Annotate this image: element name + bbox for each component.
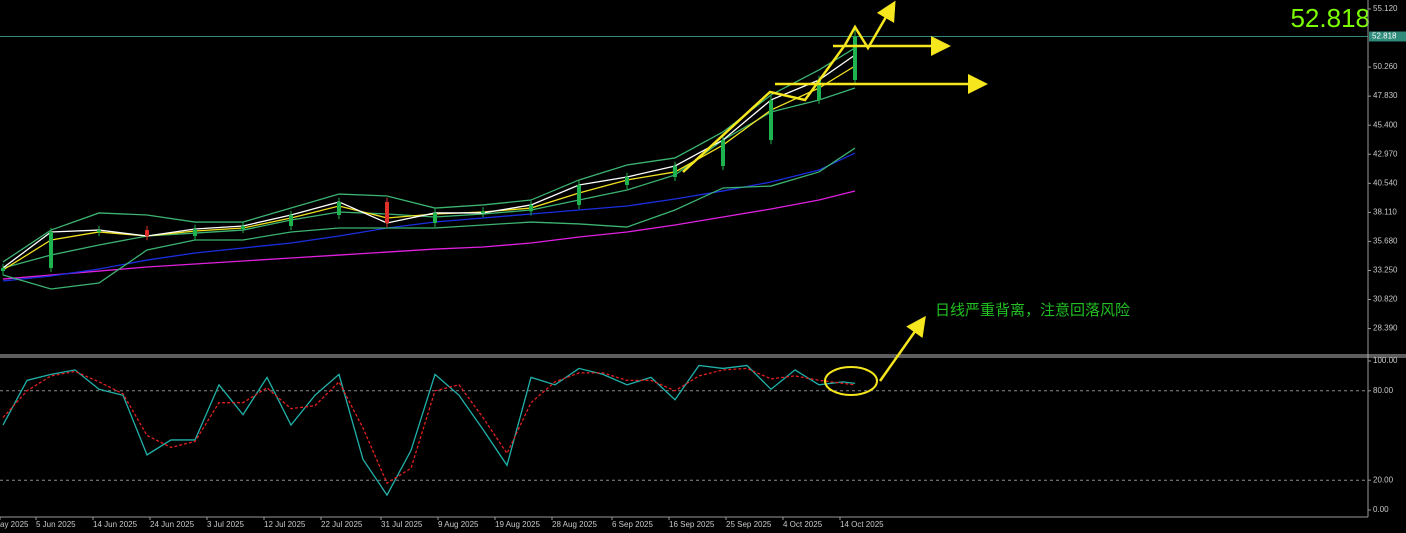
- x-tick-label: 4 Oct 2025: [783, 520, 823, 529]
- indicator-line: [2, 190, 856, 280]
- x-tick-label: 16 Sep 2025: [669, 520, 715, 529]
- indicator-line: [2, 54, 856, 269]
- candle-body: [145, 230, 149, 237]
- candle-body: [193, 228, 197, 237]
- candle-body: [433, 212, 437, 223]
- x-tick-label: 3 Jul 2025: [207, 520, 244, 529]
- y-tick-label: 42.970: [1373, 149, 1398, 158]
- x-tick-label: 6 Sep 2025: [612, 520, 653, 529]
- y-tick-label: 47.830: [1373, 91, 1398, 100]
- y-tick-label: 100.00: [1373, 356, 1398, 365]
- annotations: 日线严重背离，注意回落风险: [0, 0, 1406, 518]
- candle-body: [97, 230, 101, 232]
- candle-body: [673, 165, 677, 177]
- candle-body: [625, 176, 629, 185]
- indicator-line: [2, 364, 856, 497]
- y-tick-label: 33.250: [1373, 266, 1398, 275]
- annotation: 日线严重背离，注意回落风险: [935, 301, 1130, 319]
- candle-body: [817, 79, 821, 100]
- last-price-big: 52.818: [1290, 3, 1370, 33]
- y-tick-label: 20.00: [1373, 475, 1394, 484]
- last-price-label: 52.818: [1372, 32, 1397, 41]
- x-tick-label: 5 Jun 2025: [36, 520, 76, 529]
- x-tick-label: 31 Jul 2025: [381, 520, 423, 529]
- x-tick-label: 12 Jul 2025: [264, 520, 306, 529]
- y-tick-label: 38.110: [1373, 207, 1397, 216]
- y-tick-label: 35.680: [1373, 237, 1398, 246]
- highlight-ellipse: [824, 366, 878, 396]
- indicator-line: [2, 47, 856, 263]
- y-tick-label: 0.00: [1373, 505, 1389, 514]
- last-price-box: [1369, 31, 1406, 42]
- x-tick-label: 22 Jul 2025: [321, 520, 363, 529]
- y-tick-label: 30.820: [1373, 295, 1398, 304]
- y-tick-label: 80.00: [1373, 386, 1394, 395]
- candle-body: [1, 267, 5, 272]
- candle-body: [385, 201, 389, 223]
- x-tick-label: 24 Jun 2025: [150, 520, 195, 529]
- candle-body: [577, 184, 581, 205]
- x-tick-label: 9 Aug 2025: [438, 520, 479, 529]
- x-tick-label: 14 Oct 2025: [840, 520, 884, 529]
- y-tick-label: 45.400: [1373, 120, 1398, 129]
- indicator-line: [2, 367, 856, 485]
- indicator-line: [2, 87, 856, 269]
- candle-body: [529, 204, 533, 212]
- candle-body: [241, 225, 245, 229]
- candle-body: [853, 36, 857, 80]
- y-tick-label: 28.390: [1373, 324, 1398, 333]
- candle-body: [721, 140, 725, 166]
- x-tick-label: 19 Aug 2025: [495, 520, 540, 529]
- candle-body: [337, 201, 341, 215]
- candle-body: [49, 231, 53, 268]
- x-tick-label: ay 2025: [0, 520, 29, 529]
- y-tick-label: 50.260: [1373, 62, 1398, 71]
- candle-body: [481, 211, 485, 213]
- arrow: [878, 315, 926, 382]
- x-tick-label: 14 Jun 2025: [93, 520, 138, 529]
- candle-body: [769, 99, 773, 141]
- x-tick-label: 25 Sep 2025: [726, 520, 772, 529]
- y-tick-label: 40.540: [1373, 178, 1398, 187]
- y-tick-label: 55.120: [1373, 4, 1398, 13]
- indicator-line: [2, 147, 856, 290]
- x-tick-label: 28 Aug 2025: [552, 520, 597, 529]
- candle-body: [289, 214, 293, 226]
